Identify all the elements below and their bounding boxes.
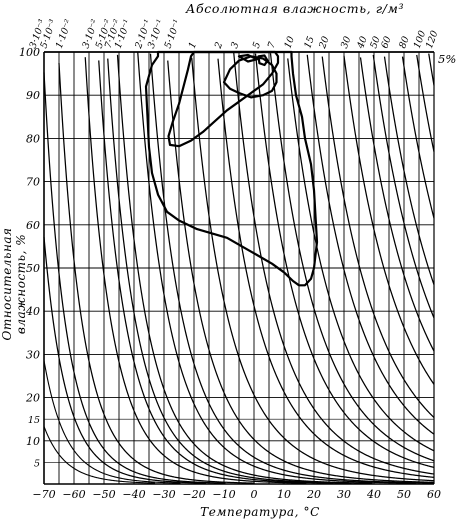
iso-curve: [416, 54, 435, 152]
absolute-humidity-label: 3: [229, 41, 241, 50]
iso-curve: [167, 60, 435, 483]
absolute-humidity-label: 5: [251, 41, 263, 50]
iso-curve: [321, 56, 435, 419]
iso-curve: [107, 58, 352, 484]
iso-absolute-humidity-curves: [43, 52, 435, 484]
x-tick-label: −50: [92, 488, 115, 501]
iso-curve: [343, 55, 435, 385]
y-tick-label: 90: [26, 89, 40, 102]
region-outline: [144, 50, 319, 287]
iso-curve: [254, 53, 435, 468]
x-tick-label: −70: [32, 488, 55, 501]
y-tick-label: 20: [25, 392, 40, 405]
x-axis-title: Температура, °С: [200, 505, 320, 519]
x-tick-label: −30: [152, 488, 175, 501]
iso-curve: [359, 57, 435, 352]
iso-curve: [306, 54, 435, 435]
iso-curve: [233, 52, 435, 475]
iso-curve: [116, 54, 373, 484]
iso-curve: [287, 58, 435, 452]
x-tick-label: 30: [337, 488, 351, 501]
y-tick-label: 80: [26, 132, 40, 145]
iso-curve: [149, 53, 435, 484]
iso-curve: [372, 54, 435, 319]
region-outline: [257, 54, 269, 67]
iso-curve: [191, 57, 435, 482]
iso-curve: [43, 426, 156, 484]
absolute-humidity-label: 1: [187, 41, 199, 50]
iso-curve: [43, 72, 226, 484]
y-tick-label: 70: [26, 176, 40, 189]
y-tick-label: 40: [25, 305, 40, 318]
x-tick-label: 10: [277, 488, 291, 501]
absolute-humidity-label: 80: [397, 35, 411, 50]
absolute-humidity-label: 2: [213, 41, 226, 51]
y-tick-label: 50: [26, 262, 40, 275]
absolute-humidity-label: 10: [283, 35, 297, 50]
y-axis-title: Относительная влажность, %: [0, 227, 28, 341]
y-tick-label: 10: [26, 435, 40, 448]
y-tick-label: 30: [26, 348, 40, 361]
x-tick-label: 0: [251, 488, 258, 501]
absolute-humidity-label: 40: [355, 35, 370, 51]
iso-curve: [58, 62, 255, 484]
iso-curve: [428, 53, 435, 86]
absolute-humidity-label: 20: [317, 35, 332, 51]
absolute-humidity-label: 7: [266, 40, 279, 50]
region-outline: [222, 55, 278, 99]
iso-curve: [401, 56, 435, 219]
iso-curve: [98, 60, 334, 484]
absolute-humidity-label: 50: [368, 35, 382, 50]
iso-curve: [84, 57, 307, 484]
region-outline: [167, 50, 280, 148]
x-tick-label: 40: [366, 488, 381, 501]
x-tick-label: −40: [122, 488, 145, 501]
percent-note: 5%: [438, 52, 457, 66]
absolute-humidity-label: 15: [302, 35, 316, 50]
y-tick-label: 15: [28, 415, 40, 426]
chart-title: Абсолютная влажность, г/м³: [185, 1, 405, 16]
x-tick-label: −10: [212, 488, 235, 501]
x-tick-label: −20: [182, 488, 205, 501]
iso-curve: [43, 360, 181, 484]
absolute-humidity-label: 60: [379, 35, 393, 50]
x-tick-label: 50: [397, 488, 411, 501]
iso-curve: [137, 52, 417, 484]
iso-curve: [43, 237, 207, 484]
iso-curve: [217, 58, 435, 478]
y-tick-label: 60: [26, 219, 40, 232]
region-outline: [237, 53, 259, 63]
x-tick-label: 20: [306, 488, 321, 501]
measured-regions: [144, 50, 319, 287]
absolute-humidity-label: 30: [339, 35, 353, 50]
iso-curve: [269, 53, 435, 462]
axes: [43, 51, 435, 485]
x-tick-label: −60: [62, 488, 85, 501]
iso-curve: [383, 56, 435, 285]
x-tick-label: 60: [427, 488, 441, 501]
y-tick-label: 100: [19, 46, 40, 59]
y-tick-label: 5: [34, 458, 40, 469]
